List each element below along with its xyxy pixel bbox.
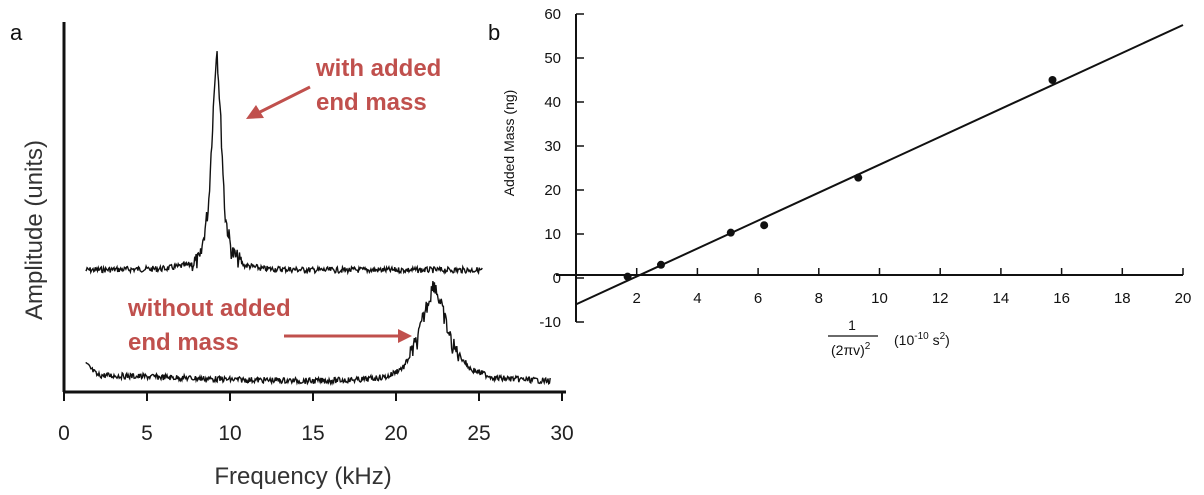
x-tick-label-b: 6 [754,290,762,307]
x-label-unit: (10-10 s2) [894,331,950,348]
y-tick-label-b: 50 [544,50,561,67]
arrowhead-without-mass [398,329,412,343]
x-label-numerator: 1 [848,317,856,333]
panel-letter-a: a [10,20,23,45]
x-tick-label-a: 20 [384,422,407,445]
annotation-without-mass-line1: without added [127,295,291,322]
y-tick-label-b: 20 [544,182,561,199]
data-point [854,173,863,182]
x-tick-label-a: 5 [141,422,153,445]
x-tick-label-b: 2 [633,290,641,307]
x-tick-label-b: 10 [871,290,888,307]
arrowhead-with-mass [246,105,264,119]
x-tick-label-b: 4 [693,290,701,307]
y-tick-label-b: 30 [544,138,561,155]
annotation-without-mass-line2: end mass [128,329,239,356]
x-tick-label-a: 25 [467,422,490,445]
panel-letter-b: b [488,20,500,45]
x-tick-label-b: 12 [932,290,949,307]
y-tick-label-b: -10 [539,314,561,331]
ticks-b: -10 0 10 20 30 40 50 60 2 4 6 8 10 12 14 16 18 20 [539,6,1191,331]
x-axis-label-a: Frequency (kHz) [214,463,391,490]
y-axis-label-a: Amplitude (units) [21,140,48,320]
y-axis-label-b: Added Mass (ng) [501,90,517,197]
data-point [1048,76,1057,84]
y-tick-label-b: 60 [544,6,561,23]
traces-a [85,51,551,387]
panel-b: b -10 0 10 20 30 40 50 60 2 4 6 8 10 12 14 16 18 20 Added… [488,6,1191,358]
x-axis-label-b: 1 (2πv)2 (10-10 s2) [828,317,950,358]
y-tick-label-b: 0 [553,270,561,287]
x-label-denominator: (2πv)2 [831,341,871,358]
x-ticks-a: 0 5 10 15 20 25 30 [58,392,574,445]
x-tick-label-b: 8 [815,290,823,307]
data-points-b [623,76,1057,281]
x-tick-label-b: 14 [993,290,1010,307]
x-tick-label-a: 15 [301,422,324,445]
data-point [726,228,735,237]
x-tick-label-a: 0 [58,422,70,445]
data-point [623,272,632,281]
y-tick-label-b: 40 [544,94,561,111]
spectrum-trace-without-mass [85,280,551,387]
arrow-with-mass [257,85,311,115]
x-tick-label-b: 18 [1114,290,1131,307]
data-point [760,221,769,230]
x-tick-label-a: 10 [218,422,241,445]
fit-line [575,24,1184,306]
x-tick-label-b: 20 [1175,290,1192,307]
annotation-with-mass-line1: with added [315,55,441,82]
data-point [656,260,665,269]
x-tick-label-a: 30 [550,422,573,445]
panel-a: a 0 5 10 15 20 25 30 Frequency (kHz) Amplitude… [10,20,574,490]
x-tick-label-b: 16 [1053,290,1070,307]
annotation-with-mass-line2: end mass [316,89,427,116]
spectrum-trace-with-mass [85,51,483,276]
y-tick-label-b: 10 [544,226,561,243]
